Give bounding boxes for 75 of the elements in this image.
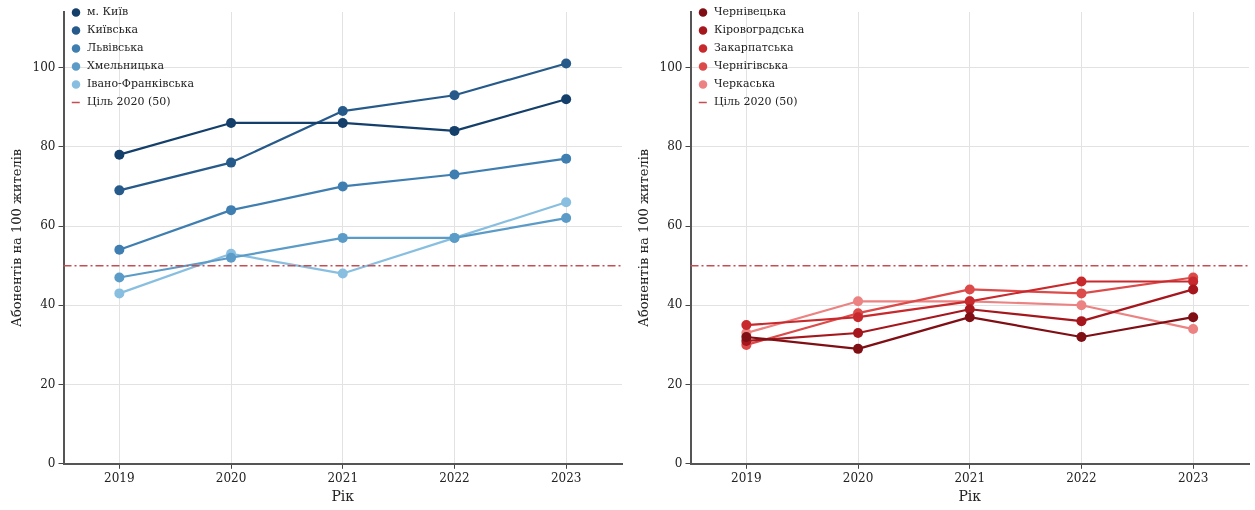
point — [226, 205, 237, 216]
x-tick-label: 2022 — [1066, 471, 1097, 486]
point — [1188, 284, 1199, 295]
point — [226, 252, 237, 263]
legend-label: Хмельницька — [87, 59, 165, 73]
point — [853, 312, 864, 323]
y-tick-label: 80 — [40, 138, 56, 153]
y-tick-label: 100 — [659, 59, 683, 74]
point — [226, 157, 237, 168]
point — [337, 232, 348, 243]
x-tick-label: 2023 — [550, 471, 582, 486]
legend-label: Черкаська — [714, 77, 776, 91]
y-tick-label: 60 — [667, 218, 683, 233]
y-tick-label: 100 — [32, 59, 56, 74]
point — [561, 58, 572, 69]
point — [114, 149, 125, 160]
y-tick-label: 0 — [674, 455, 683, 470]
point — [1076, 316, 1087, 327]
point — [1076, 300, 1087, 311]
point — [337, 268, 348, 279]
point — [1076, 288, 1087, 299]
point — [449, 90, 460, 101]
point — [337, 181, 348, 192]
legend-label: Чернівецька — [714, 5, 787, 19]
point — [964, 312, 975, 323]
point — [114, 288, 125, 299]
point — [337, 106, 348, 117]
point — [1188, 312, 1199, 323]
point — [1076, 331, 1087, 342]
point — [561, 153, 572, 164]
point — [853, 343, 864, 354]
y-tick-label: 0 — [47, 455, 56, 470]
point — [114, 185, 125, 196]
legend-label: Ціль 2020 (50) — [714, 95, 798, 109]
x-tick-label: 2021 — [327, 471, 359, 486]
y-tick-label: 80 — [667, 138, 683, 153]
point — [1188, 324, 1199, 335]
point — [114, 272, 125, 283]
legend-label: Чернігівська — [714, 59, 789, 73]
point — [561, 213, 572, 224]
y-axis-title: Абонентів на 100 жителів — [636, 148, 652, 327]
y-tick-label: 40 — [40, 297, 56, 312]
point — [114, 244, 125, 255]
point — [1076, 276, 1087, 287]
x-tick-label: 2020 — [842, 471, 874, 486]
x-axis-title: Рік — [331, 488, 355, 505]
y-tick-label: 60 — [40, 218, 56, 233]
point — [337, 117, 348, 128]
legend-label: Закарпатська — [714, 41, 794, 55]
x-tick-label: 2019 — [104, 471, 135, 486]
y-tick-label: 20 — [40, 376, 56, 391]
x-tick-label: 2022 — [439, 471, 470, 486]
x-tick-label: 2020 — [215, 471, 247, 486]
point — [226, 117, 237, 128]
y-tick-label: 40 — [667, 297, 683, 312]
y-tick-label: 20 — [667, 376, 683, 391]
point — [741, 320, 752, 331]
legend-label: Івано-Франківська — [87, 77, 195, 91]
point — [853, 328, 864, 339]
legend-label: Львівська — [87, 41, 145, 55]
point — [853, 296, 864, 307]
legend-label: м. Київ — [87, 5, 129, 19]
point — [449, 125, 460, 136]
x-tick-label: 2019 — [731, 471, 762, 486]
legend-label: Київська — [87, 23, 139, 37]
x-tick-label: 2021 — [954, 471, 986, 486]
point — [449, 169, 460, 180]
x-axis-title: Рік — [958, 488, 982, 505]
x-tick-label: 2023 — [1177, 471, 1209, 486]
legend-label: Кіровоградська — [714, 23, 805, 37]
legend-label: Ціль 2020 (50) — [87, 95, 171, 109]
point — [561, 197, 572, 208]
point — [561, 94, 572, 105]
y-axis-title: Абонентів на 100 жителів — [9, 148, 25, 327]
point — [964, 284, 975, 295]
